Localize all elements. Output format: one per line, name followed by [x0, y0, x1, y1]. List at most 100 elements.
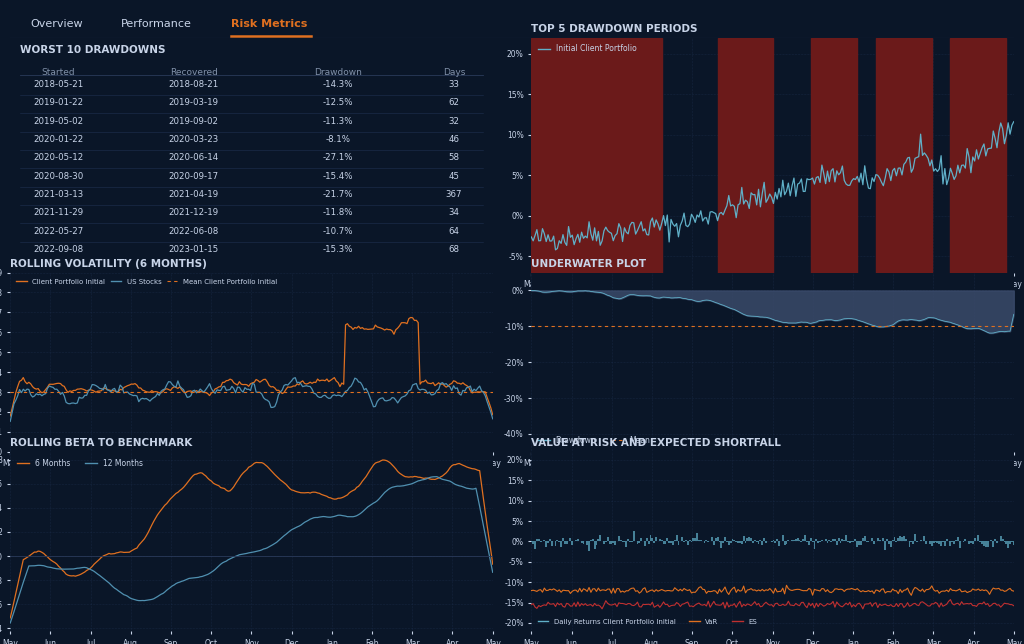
Bar	[544, 540, 545, 542]
Bar	[758, 542, 760, 544]
Bar	[876, 37, 932, 272]
Bar	[689, 540, 690, 542]
Bar	[553, 540, 555, 542]
Bar	[762, 542, 763, 545]
Bar	[950, 37, 1007, 272]
Bar	[974, 538, 976, 542]
Bar	[901, 537, 903, 542]
Bar	[739, 542, 740, 543]
Bar	[663, 542, 665, 544]
Bar	[978, 535, 979, 542]
Bar	[698, 540, 699, 542]
Bar	[899, 536, 901, 542]
Bar	[599, 535, 601, 542]
Bar	[821, 540, 823, 542]
Bar	[751, 538, 752, 542]
Bar	[940, 542, 942, 546]
Bar	[713, 542, 715, 545]
Text: Overview: Overview	[31, 19, 83, 29]
Text: -11.3%: -11.3%	[323, 117, 353, 126]
Bar	[581, 542, 583, 543]
Bar	[990, 540, 992, 542]
Bar	[742, 536, 744, 542]
Bar	[754, 540, 756, 542]
Bar	[769, 540, 771, 542]
Bar	[740, 542, 742, 544]
Bar	[626, 542, 628, 547]
Text: -15.3%: -15.3%	[323, 245, 353, 254]
Bar	[892, 540, 894, 542]
Bar	[817, 542, 819, 544]
Bar	[797, 538, 799, 542]
Text: Risk Metrics: Risk Metrics	[231, 19, 307, 29]
Bar	[958, 542, 961, 547]
Bar	[547, 542, 549, 543]
Bar	[633, 531, 635, 542]
Bar	[717, 537, 719, 542]
Bar	[968, 542, 970, 544]
Bar	[658, 538, 660, 542]
Text: 58: 58	[449, 153, 460, 162]
Text: 32: 32	[449, 117, 460, 126]
Bar	[811, 37, 857, 272]
Bar	[644, 542, 646, 546]
Text: 45: 45	[449, 172, 460, 180]
Text: 2021-12-19: 2021-12-19	[169, 208, 219, 217]
Bar	[778, 542, 780, 546]
Legend: 6 Months, 12 Months: 6 Months, 12 Months	[14, 456, 146, 471]
Bar	[730, 542, 731, 543]
Text: 2020-03-23: 2020-03-23	[169, 135, 219, 144]
Text: -12.5%: -12.5%	[323, 99, 353, 108]
Bar	[765, 542, 767, 543]
Bar	[783, 542, 785, 545]
Bar	[813, 542, 815, 549]
Bar	[988, 540, 990, 542]
Bar	[1013, 542, 1015, 545]
Bar	[532, 542, 535, 544]
Bar	[804, 535, 806, 542]
Bar	[903, 536, 905, 542]
Text: -27.1%: -27.1%	[323, 153, 353, 162]
Bar	[560, 542, 562, 547]
Text: ROLLING BETA TO BENCHMARK: ROLLING BETA TO BENCHMARK	[10, 439, 193, 448]
Text: ROLLING VOLATILITY (6 MONTHS): ROLLING VOLATILITY (6 MONTHS)	[10, 259, 207, 269]
Bar	[787, 540, 790, 542]
Bar	[746, 538, 749, 542]
Bar	[564, 542, 565, 544]
Bar	[810, 538, 812, 542]
Bar	[535, 542, 536, 549]
Bar	[845, 535, 847, 542]
Bar	[610, 542, 612, 544]
Bar	[873, 542, 874, 544]
Bar	[890, 542, 892, 547]
Bar	[575, 540, 577, 542]
Bar	[967, 541, 968, 542]
Bar	[912, 542, 914, 544]
Text: 2021-04-19: 2021-04-19	[169, 190, 219, 199]
Text: 2022-06-08: 2022-06-08	[169, 227, 219, 236]
Bar	[949, 542, 951, 546]
Bar	[1009, 542, 1011, 544]
Bar	[931, 542, 933, 545]
Bar	[803, 539, 804, 542]
Bar	[703, 542, 706, 543]
Bar	[728, 542, 730, 545]
Bar	[549, 539, 551, 542]
Text: 2019-05-02: 2019-05-02	[34, 117, 84, 126]
Bar	[685, 540, 687, 542]
Bar	[957, 537, 958, 542]
Text: Performance: Performance	[121, 19, 191, 29]
Bar	[985, 542, 987, 547]
Text: 2018-08-21: 2018-08-21	[169, 80, 219, 89]
Bar	[808, 542, 810, 545]
Bar	[763, 538, 765, 542]
Text: 2020-01-22: 2020-01-22	[34, 135, 84, 144]
Bar	[670, 542, 672, 543]
Bar	[694, 538, 696, 542]
Text: TOP 5 DRAWDOWN PERIODS: TOP 5 DRAWDOWN PERIODS	[531, 24, 697, 34]
Text: 2021-03-13: 2021-03-13	[34, 190, 84, 199]
Bar	[776, 538, 778, 542]
Bar	[981, 542, 983, 544]
Bar	[953, 542, 955, 544]
Bar	[905, 539, 906, 542]
